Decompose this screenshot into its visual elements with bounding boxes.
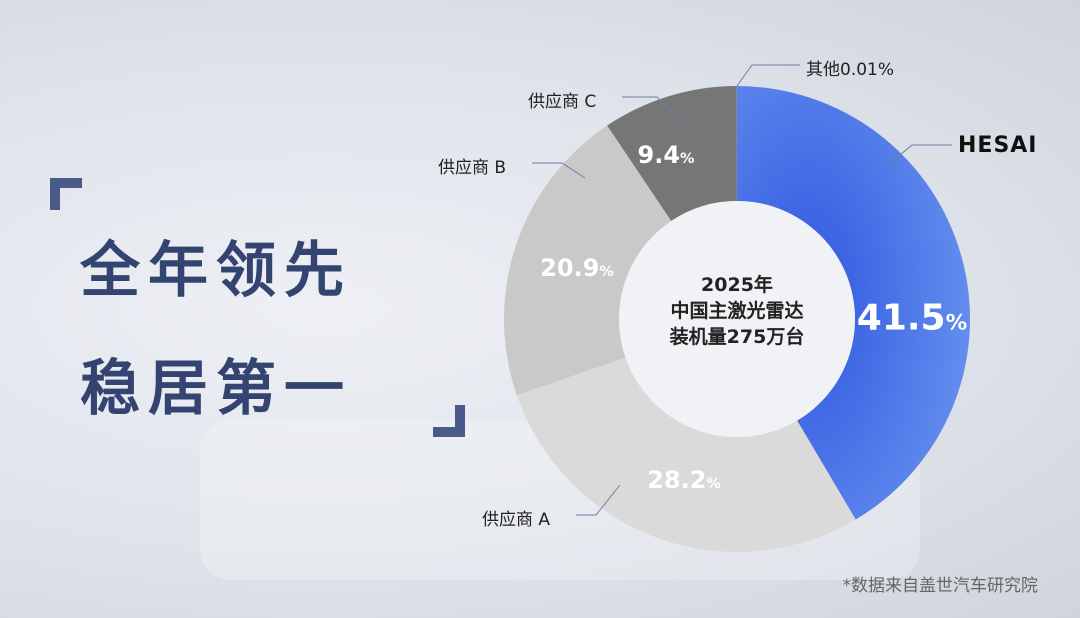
pct-unit: % xyxy=(599,264,614,280)
slice-1 xyxy=(516,357,856,552)
center-line-1: 2025年 xyxy=(701,274,773,296)
pct-unit: % xyxy=(706,476,721,492)
label-supplier-b: 供应商 B xyxy=(438,158,507,178)
pct-hesai-value: 41.5 xyxy=(856,297,946,339)
leader-line-4 xyxy=(736,64,800,87)
label-supplier-a: 供应商 A xyxy=(482,510,551,530)
donut-hole xyxy=(619,201,855,437)
pct-b-value: 20.9 xyxy=(540,254,600,282)
center-line-2: 中国主激光雷达 xyxy=(670,300,804,322)
chart-center-text: 2025年 中国主激光雷达 装机量275万台 xyxy=(637,272,837,350)
leader-line-1 xyxy=(576,484,621,516)
pct-unit: % xyxy=(680,151,695,167)
pct-unit: % xyxy=(945,310,968,336)
leader-line-0 xyxy=(887,144,952,166)
leader-line-3 xyxy=(622,96,684,126)
slice-0 xyxy=(737,86,970,520)
slice-2 xyxy=(504,125,672,396)
footnote: *数据来自盖世汽车研究院 xyxy=(842,576,1039,596)
headline-line-2: 稳居第一 xyxy=(80,354,352,424)
label-hesai-logo: HESAI xyxy=(958,133,1038,158)
label-supplier-c: 供应商 C xyxy=(528,92,597,112)
headline-line-1: 全年领先 xyxy=(80,236,352,306)
leader-line-2 xyxy=(532,162,586,179)
slice-3 xyxy=(607,86,737,222)
label-other: 其他0.01% xyxy=(806,55,894,80)
pct-c-value: 9.4 xyxy=(637,141,681,169)
pct-a-value: 28.2 xyxy=(647,466,707,494)
pct-supplier-a: 28.2% xyxy=(647,466,721,494)
label-other-name: 其他 xyxy=(806,60,840,80)
bracket-top-left-icon xyxy=(50,178,82,210)
pct-supplier-b: 20.9% xyxy=(540,254,614,282)
center-line-3: 装机量275万台 xyxy=(669,326,805,348)
pct-supplier-c: 9.4% xyxy=(638,141,695,169)
bracket-bottom-right-icon xyxy=(433,405,465,437)
pct-hesai: 41.5% xyxy=(857,298,967,339)
label-other-unit: % xyxy=(877,60,895,80)
label-other-value: 0.01 xyxy=(840,60,878,80)
